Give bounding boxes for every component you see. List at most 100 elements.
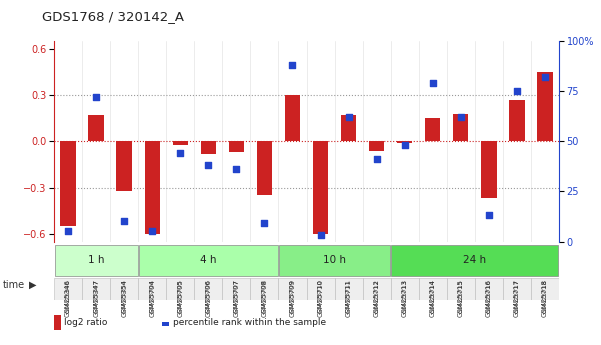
Text: GSM25346: GSM25346 [65,279,71,317]
Text: ▶: ▶ [29,280,36,289]
Point [204,163,213,168]
Text: GSM25706: GSM25706 [206,279,212,317]
Text: GSM25716: GSM25716 [486,279,492,317]
Bar [509,100,525,141]
Text: time: time [3,280,25,289]
FancyBboxPatch shape [447,278,475,300]
Text: GSM25705: GSM25705 [178,279,183,313]
Text: GSM25710: GSM25710 [318,279,323,313]
Text: GSM25716: GSM25716 [486,279,491,313]
Text: GSM25713: GSM25713 [401,279,407,317]
Text: GSM25347: GSM25347 [94,279,99,313]
Text: GSM25712: GSM25712 [374,279,380,317]
Bar [537,72,552,141]
Bar [453,114,469,141]
Point [400,143,409,148]
Text: percentile rank within the sample: percentile rank within the sample [173,318,326,327]
Bar [117,141,132,191]
Text: GSM25715: GSM25715 [458,279,464,317]
Text: GSM25711: GSM25711 [346,279,352,317]
FancyBboxPatch shape [166,278,194,300]
Point [63,229,73,234]
Bar [172,141,188,145]
Point [260,221,269,226]
FancyBboxPatch shape [222,278,251,300]
FancyBboxPatch shape [55,245,138,276]
Text: GDS1768 / 320142_A: GDS1768 / 320142_A [42,10,184,23]
Text: GSM25709: GSM25709 [290,279,295,313]
Text: GSM25707: GSM25707 [233,279,239,317]
Bar [369,141,385,151]
Text: GSM25354: GSM25354 [121,279,127,317]
Text: 4 h: 4 h [200,256,216,265]
Text: GSM25346: GSM25346 [66,279,70,313]
Text: GSM25718: GSM25718 [542,279,548,317]
FancyBboxPatch shape [503,278,531,300]
Text: GSM25354: GSM25354 [122,279,127,313]
Text: GSM25704: GSM25704 [149,279,155,317]
Text: log2 ratio: log2 ratio [64,318,108,327]
Text: GSM25708: GSM25708 [261,279,267,317]
Text: GSM25347: GSM25347 [93,279,99,317]
Point [428,81,438,86]
Bar [257,141,272,195]
Bar [341,115,356,141]
Text: GSM25715: GSM25715 [459,279,463,313]
Point [484,213,493,218]
FancyBboxPatch shape [54,278,82,300]
Bar [481,141,496,198]
Point [120,219,129,224]
Point [372,157,382,162]
Text: 24 h: 24 h [463,256,486,265]
Point [231,167,241,172]
FancyBboxPatch shape [251,278,278,300]
Text: GSM25711: GSM25711 [346,279,351,313]
Text: 10 h: 10 h [323,256,346,265]
Point [91,95,101,100]
Point [175,151,185,156]
Point [512,89,522,94]
Text: GSM25709: GSM25709 [290,279,296,317]
FancyBboxPatch shape [362,278,391,300]
FancyBboxPatch shape [82,278,110,300]
FancyBboxPatch shape [139,245,278,276]
Bar [145,141,160,234]
Bar [397,141,412,143]
FancyBboxPatch shape [279,245,390,276]
Text: 1 h: 1 h [88,256,105,265]
Bar [285,95,300,141]
Text: GSM25708: GSM25708 [262,279,267,313]
Text: GSM25717: GSM25717 [514,279,519,313]
Point [316,233,325,238]
Bar [60,141,76,226]
Bar [313,141,328,234]
Text: GSM25707: GSM25707 [234,279,239,313]
Text: GSM25714: GSM25714 [430,279,435,313]
Bar [425,118,441,141]
Text: GSM25714: GSM25714 [430,279,436,317]
Text: GSM25718: GSM25718 [543,279,548,313]
FancyBboxPatch shape [335,278,362,300]
Point [147,229,157,234]
Text: GSM25717: GSM25717 [514,279,520,317]
Text: GSM25712: GSM25712 [374,279,379,313]
Text: GSM25713: GSM25713 [402,279,407,313]
FancyBboxPatch shape [110,278,138,300]
Bar [88,115,104,141]
FancyBboxPatch shape [307,278,335,300]
Point [540,75,550,80]
FancyBboxPatch shape [391,278,419,300]
FancyBboxPatch shape [194,278,222,300]
FancyBboxPatch shape [531,278,559,300]
FancyBboxPatch shape [138,278,166,300]
Text: GSM25704: GSM25704 [150,279,154,313]
Text: GSM25706: GSM25706 [206,279,211,313]
Text: GSM25705: GSM25705 [177,279,183,317]
FancyBboxPatch shape [278,278,307,300]
FancyBboxPatch shape [475,278,503,300]
Bar [201,141,216,154]
Point [456,115,466,120]
Bar [228,141,244,152]
Text: GSM25710: GSM25710 [317,279,323,317]
Point [288,63,297,68]
